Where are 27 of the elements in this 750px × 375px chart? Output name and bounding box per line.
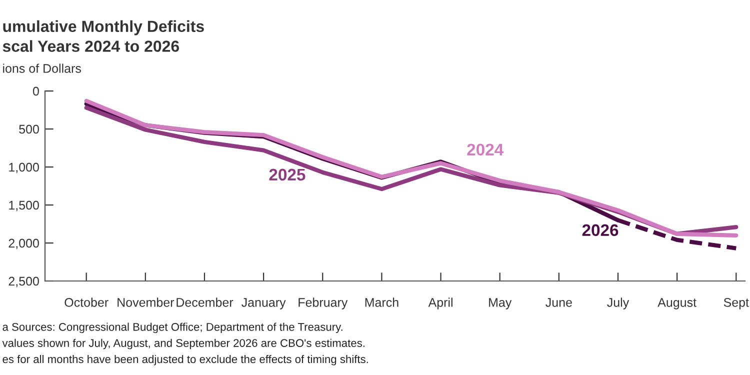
x-tick-label: October: [64, 298, 108, 307]
chart-title: umulative Monthly Deficits: [3, 20, 204, 36]
series-label: 2025: [269, 168, 306, 181]
x-tick-label: August: [658, 298, 696, 310]
x-tick-label: January: [242, 298, 286, 310]
y-axis-title: ions of Dollars: [3, 64, 81, 73]
series-label: 2026: [582, 224, 618, 236]
text: a Sources: Congressional Budget Office; Department of the Treasury.: [2, 322, 342, 334]
text: values shown for July, August, and September 2026 are CBO's estimates.: [2, 338, 364, 350]
x-tick-label: March: [365, 298, 398, 307]
x-tick-label: June: [546, 298, 572, 307]
x-tick-label: July: [607, 298, 630, 310]
y-tick-label: 0: [32, 86, 39, 96]
x-tick-label: Sept: [724, 298, 749, 310]
text: es for all months have been adjusted to exclude the effects of timing shifts.: [2, 354, 368, 366]
x-tick-label: November: [118, 298, 174, 307]
y-tick-label: 2,000: [8, 238, 39, 250]
y-tick-label: 2,500: [8, 276, 39, 288]
y-tick-label: 1,000: [9, 162, 39, 174]
y-tick-label: 500: [19, 124, 39, 134]
y-tick-label: 1,500: [9, 200, 39, 212]
x-tick-label: May: [489, 298, 512, 310]
chart-subtitle: scal Years 2024 to 2026: [2, 40, 180, 52]
x-tick-label: April: [428, 298, 452, 310]
x-tick-label: December: [176, 298, 234, 307]
series-label: 2024: [467, 144, 504, 156]
x-tick-label: February: [298, 298, 348, 310]
